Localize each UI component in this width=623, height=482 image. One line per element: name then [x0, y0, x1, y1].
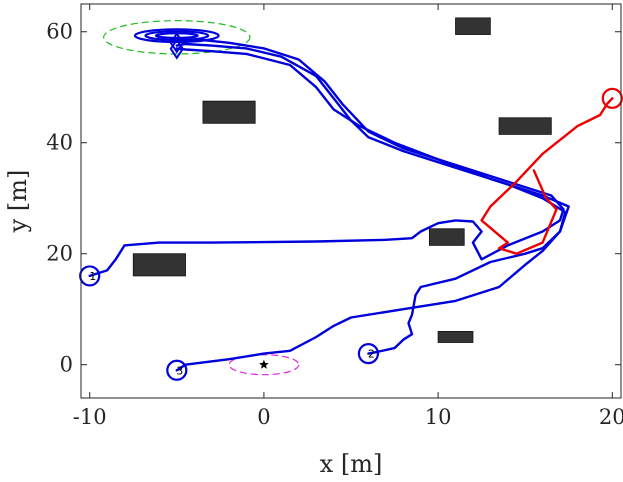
leader-path: [480, 97, 614, 255]
obstacles: [132, 17, 552, 343]
y-tick-label: 0: [60, 353, 73, 377]
goal-diamond-marker-2: [169, 38, 185, 60]
regions: [103, 20, 300, 376]
obstacle-6: [437, 331, 474, 343]
start-star-marker: [259, 359, 269, 369]
x-axis-label: x [m]: [320, 450, 383, 478]
y-tick-label: 40: [46, 131, 73, 155]
x-tick-label: -10: [73, 405, 107, 429]
robot-2-label: 2: [368, 348, 375, 361]
robot_3-path: [175, 47, 570, 372]
goal-diamond-marker-1: [169, 32, 185, 54]
goal-region: [103, 20, 251, 55]
obstacle-1: [455, 17, 491, 35]
y-tick-label: 60: [46, 20, 73, 44]
robot-2-start-marker: [357, 343, 380, 365]
x-tick-label: 20: [599, 405, 623, 429]
x-tick-label: 0: [257, 405, 270, 429]
markers: 1 2 3: [79, 32, 623, 381]
obstacle-3: [498, 117, 552, 135]
goal-loop-3: [133, 28, 220, 44]
obstacle-4: [428, 228, 465, 246]
axes-box: [80, 3, 622, 399]
y-axis-label: y [m]: [4, 170, 32, 234]
robot_2-path: [175, 42, 567, 355]
robot-3-start-marker: [166, 359, 188, 381]
robot-3-label: 3: [176, 364, 183, 377]
trajectories: [88, 28, 614, 372]
robot-1-label: 1: [89, 270, 96, 283]
y-tick-label: 20: [46, 242, 73, 266]
obstacle-2: [202, 100, 256, 124]
robot-1-start-marker: [79, 265, 101, 287]
axes: -10 0 10 20 0 20 40 60: [46, 3, 623, 429]
obstacle-5: [132, 253, 186, 277]
x-tick-label: 10: [425, 405, 452, 429]
leader-start-marker: [601, 87, 623, 109]
robot_1-path: [88, 38, 565, 278]
